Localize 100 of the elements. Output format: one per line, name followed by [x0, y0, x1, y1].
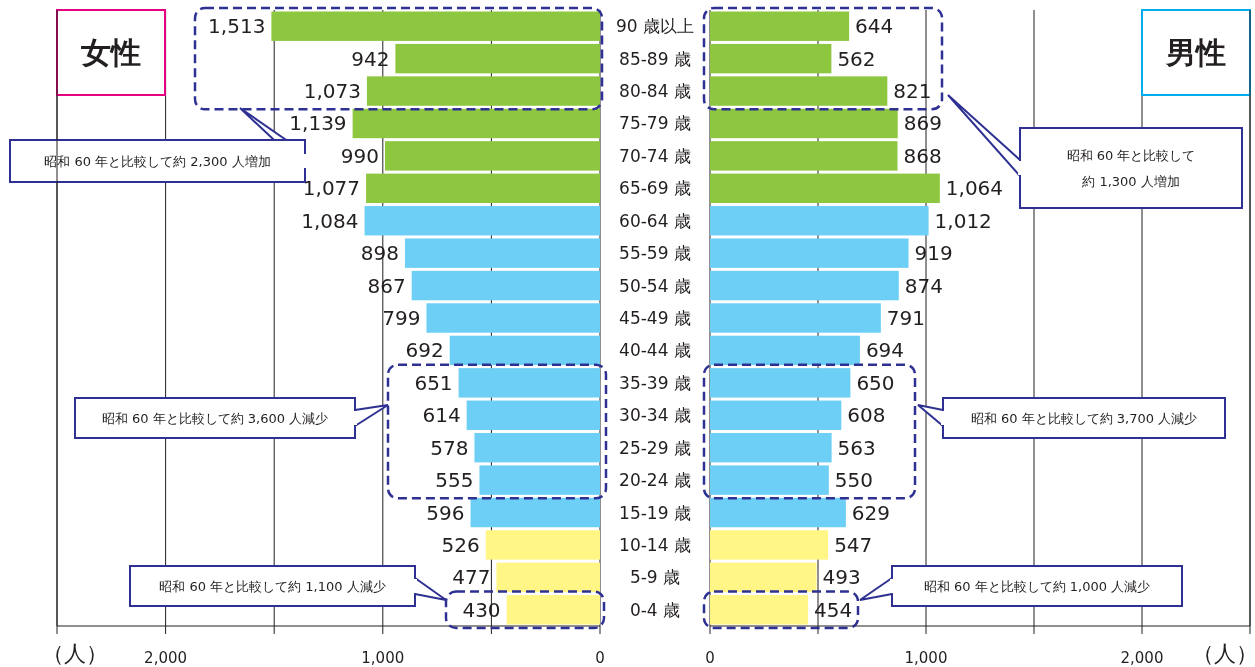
- data-label: 799: [382, 306, 421, 330]
- bar: [710, 43, 832, 74]
- y-tick-label: 35-39 歳: [619, 372, 691, 393]
- data-label: 454: [814, 597, 853, 622]
- data-label: 563: [837, 435, 876, 460]
- bar: [366, 76, 600, 106]
- y-tick-label: 50-54 歳: [619, 275, 691, 296]
- data-label: 694: [865, 338, 905, 363]
- annotation: 昭和 60 年と比較して約 1,100 人減少: [159, 579, 386, 594]
- x-tick-label: 2,000: [144, 649, 188, 667]
- y-tick-label: 5-9 歳: [629, 567, 681, 588]
- y-tick-label: 60-64 歳: [619, 210, 691, 231]
- bar: [426, 303, 600, 333]
- x-axis-title: （人）: [42, 641, 108, 666]
- y-tick-label: 70-74 歳: [619, 145, 691, 166]
- bar: [474, 432, 600, 463]
- data-label: 990: [340, 143, 379, 168]
- bar: [470, 497, 600, 528]
- data-label: 578: [430, 435, 469, 460]
- bar: [710, 562, 817, 593]
- bar: [710, 432, 832, 463]
- x-axis-title: （人）: [1192, 641, 1255, 666]
- x-tick-label: 1,000: [904, 649, 948, 667]
- data-label: 629: [851, 500, 891, 525]
- y-tick-label: 75-79 歳: [619, 113, 691, 134]
- x-tick-label: 2,000: [1120, 649, 1164, 667]
- data-label: 477: [452, 565, 491, 590]
- data-label: 1,513: [208, 14, 266, 39]
- data-label: 1,073: [303, 79, 361, 104]
- bar: [710, 206, 929, 236]
- bar: [710, 11, 850, 41]
- bar: [710, 76, 888, 106]
- data-label: 651: [414, 370, 453, 395]
- bar: [710, 530, 829, 560]
- x-tick-label: 0: [705, 649, 715, 667]
- y-tick-label: 25-29 歳: [619, 437, 691, 458]
- bar: [364, 206, 600, 236]
- annotation: 昭和 60 年と比較して約 2,300 人増加: [44, 154, 271, 169]
- bar: [710, 303, 881, 333]
- bar: [384, 141, 600, 171]
- annotation: 昭和 60 年と比較して約 1,300 人増加: [1066, 148, 1196, 189]
- bar: [710, 465, 829, 495]
- annotation: 昭和 60 年と比較して約 1,000 人減少: [923, 579, 1151, 594]
- y-tick-label: 45-49 歳: [619, 308, 691, 328]
- bar: [479, 465, 600, 495]
- bar: [710, 173, 940, 204]
- data-label: 821: [893, 79, 932, 104]
- bar: [710, 270, 899, 301]
- data-label: 614: [422, 403, 461, 428]
- bar: [485, 530, 600, 560]
- data-label: 692: [405, 338, 444, 363]
- data-label: 791: [886, 306, 926, 330]
- y-tick-label: 85-89 歳: [619, 48, 691, 69]
- data-label: 1,077: [302, 176, 361, 201]
- data-label: 562: [837, 46, 876, 71]
- bar: [506, 595, 600, 625]
- data-label: 644: [855, 14, 894, 39]
- y-tick-label: 30-34 歳: [619, 405, 691, 426]
- annotation: 昭和 60 年と比較して約 3,700 人減少: [970, 411, 1198, 426]
- bar: [404, 238, 600, 268]
- annotation: 昭和 60 年と比較して約 3,600 人減少: [101, 411, 329, 426]
- y-tick-label: 20-24 歳: [619, 470, 691, 491]
- bar: [352, 108, 600, 139]
- bar: [710, 368, 851, 398]
- bar: [710, 400, 842, 430]
- bar: [366, 173, 600, 204]
- data-label: 1,139: [289, 111, 347, 136]
- bar: [710, 108, 898, 139]
- bar: [411, 270, 600, 301]
- data-label: 555: [435, 468, 474, 493]
- bar: [395, 43, 600, 74]
- y-tick-label: 90 歳以上: [615, 16, 695, 37]
- data-label: 868: [903, 143, 942, 168]
- y-tick-label: 40-44 歳: [619, 340, 691, 361]
- bar: [449, 335, 600, 366]
- bar: [458, 368, 600, 398]
- x-tick-label: 0: [595, 649, 605, 667]
- y-tick-label: 80-84 歳: [619, 81, 691, 102]
- y-tick-label: 65-69 歳: [619, 178, 691, 199]
- data-label: 869: [903, 111, 942, 136]
- x-tick-label: 1,000: [361, 649, 405, 667]
- data-label: 526: [441, 532, 480, 557]
- bar: [710, 595, 809, 625]
- bar: [710, 335, 860, 366]
- y-tick-label: 55-59 歳: [619, 243, 691, 264]
- data-label: 596: [426, 500, 465, 525]
- y-tick-label: 0-4 歳: [629, 599, 681, 620]
- data-label: 1,064: [945, 176, 1004, 201]
- bar: [466, 400, 600, 430]
- y-tick-label: 15-19 歳: [619, 502, 691, 523]
- data-label: 650: [856, 370, 895, 395]
- bar: [710, 141, 898, 171]
- data-label: 1,084: [301, 208, 359, 233]
- y-tick-label: 10-14 歳: [619, 534, 691, 555]
- bar: [710, 238, 909, 268]
- bar: [496, 562, 600, 593]
- data-label: 493: [822, 565, 861, 590]
- data-label: 1,012: [934, 208, 992, 233]
- data-label: 608: [847, 403, 886, 428]
- data-label: 874: [904, 273, 943, 298]
